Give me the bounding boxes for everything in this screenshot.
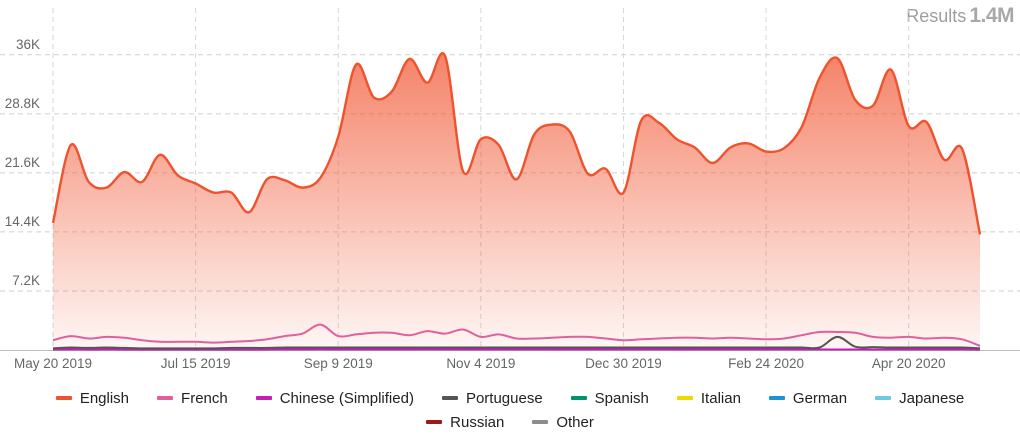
- legend-item-spanish[interactable]: Spanish: [571, 390, 649, 407]
- legend-item-japanese[interactable]: Japanese: [875, 390, 964, 407]
- y-tick-label: 7.2K: [12, 273, 40, 288]
- legend-item-other[interactable]: Other: [532, 414, 594, 431]
- legend-label: Japanese: [899, 390, 964, 407]
- legend: English French Chinese (Simplified) Portugu…: [0, 386, 1020, 434]
- legend-row: English French Chinese (Simplified) Portugu…: [0, 386, 1020, 410]
- legend-label: Other: [556, 414, 594, 431]
- legend-row: Russian Other: [0, 410, 1020, 434]
- legend-swatch: [532, 420, 548, 424]
- y-tick-label: 14.4K: [5, 214, 40, 229]
- legend-swatch: [677, 396, 693, 400]
- legend-label: Russian: [450, 414, 504, 431]
- legend-label: Portuguese: [466, 390, 543, 407]
- legend-swatch: [442, 396, 458, 400]
- legend-item-russian[interactable]: Russian: [426, 414, 504, 431]
- x-tick-label: May 20 2019: [14, 356, 92, 371]
- legend-item-french[interactable]: French: [157, 390, 228, 407]
- legend-label: Chinese (Simplified): [280, 390, 414, 407]
- x-tick-label: Nov 4 2019: [446, 356, 515, 371]
- y-tick-label: 21.6K: [5, 155, 40, 170]
- legend-swatch: [256, 396, 272, 400]
- legend-item-italian[interactable]: Italian: [677, 390, 741, 407]
- legend-label: German: [793, 390, 847, 407]
- x-tick-label: Sep 9 2019: [304, 356, 373, 371]
- series-area-english: [53, 53, 980, 350]
- legend-swatch: [426, 420, 442, 424]
- legend-label: Italian: [701, 390, 741, 407]
- legend-label: Spanish: [595, 390, 649, 407]
- legend-label: French: [181, 390, 228, 407]
- legend-swatch: [56, 396, 72, 400]
- legend-item-chinese-simplified[interactable]: Chinese (Simplified): [256, 390, 414, 407]
- x-axis: May 20 2019 Jul 15 2019 Sep 9 2019 Nov 4 20…: [14, 356, 946, 371]
- x-tick-label: Feb 24 2020: [728, 356, 804, 371]
- y-tick-label: 36K: [16, 37, 40, 52]
- language-area-chart[interactable]: 7.2K 14.4K 21.6K 28.8K 36K May 20 2019 Jul 15…: [0, 0, 1020, 384]
- y-tick-label: 28.8K: [5, 96, 40, 111]
- x-tick-label: Dec 30 2019: [585, 356, 662, 371]
- legend-swatch: [571, 396, 587, 400]
- x-tick-label: Jul 15 2019: [161, 356, 231, 371]
- legend-label: English: [80, 390, 129, 407]
- legend-item-german[interactable]: German: [769, 390, 847, 407]
- legend-item-portuguese[interactable]: Portuguese: [442, 390, 543, 407]
- x-tick-label: Apr 20 2020: [872, 356, 946, 371]
- legend-swatch: [769, 396, 785, 400]
- legend-swatch: [157, 396, 173, 400]
- legend-item-english[interactable]: English: [56, 390, 129, 407]
- series-areas: [53, 53, 980, 350]
- legend-swatch: [875, 396, 891, 400]
- y-axis: 7.2K 14.4K 21.6K 28.8K 36K: [5, 37, 40, 288]
